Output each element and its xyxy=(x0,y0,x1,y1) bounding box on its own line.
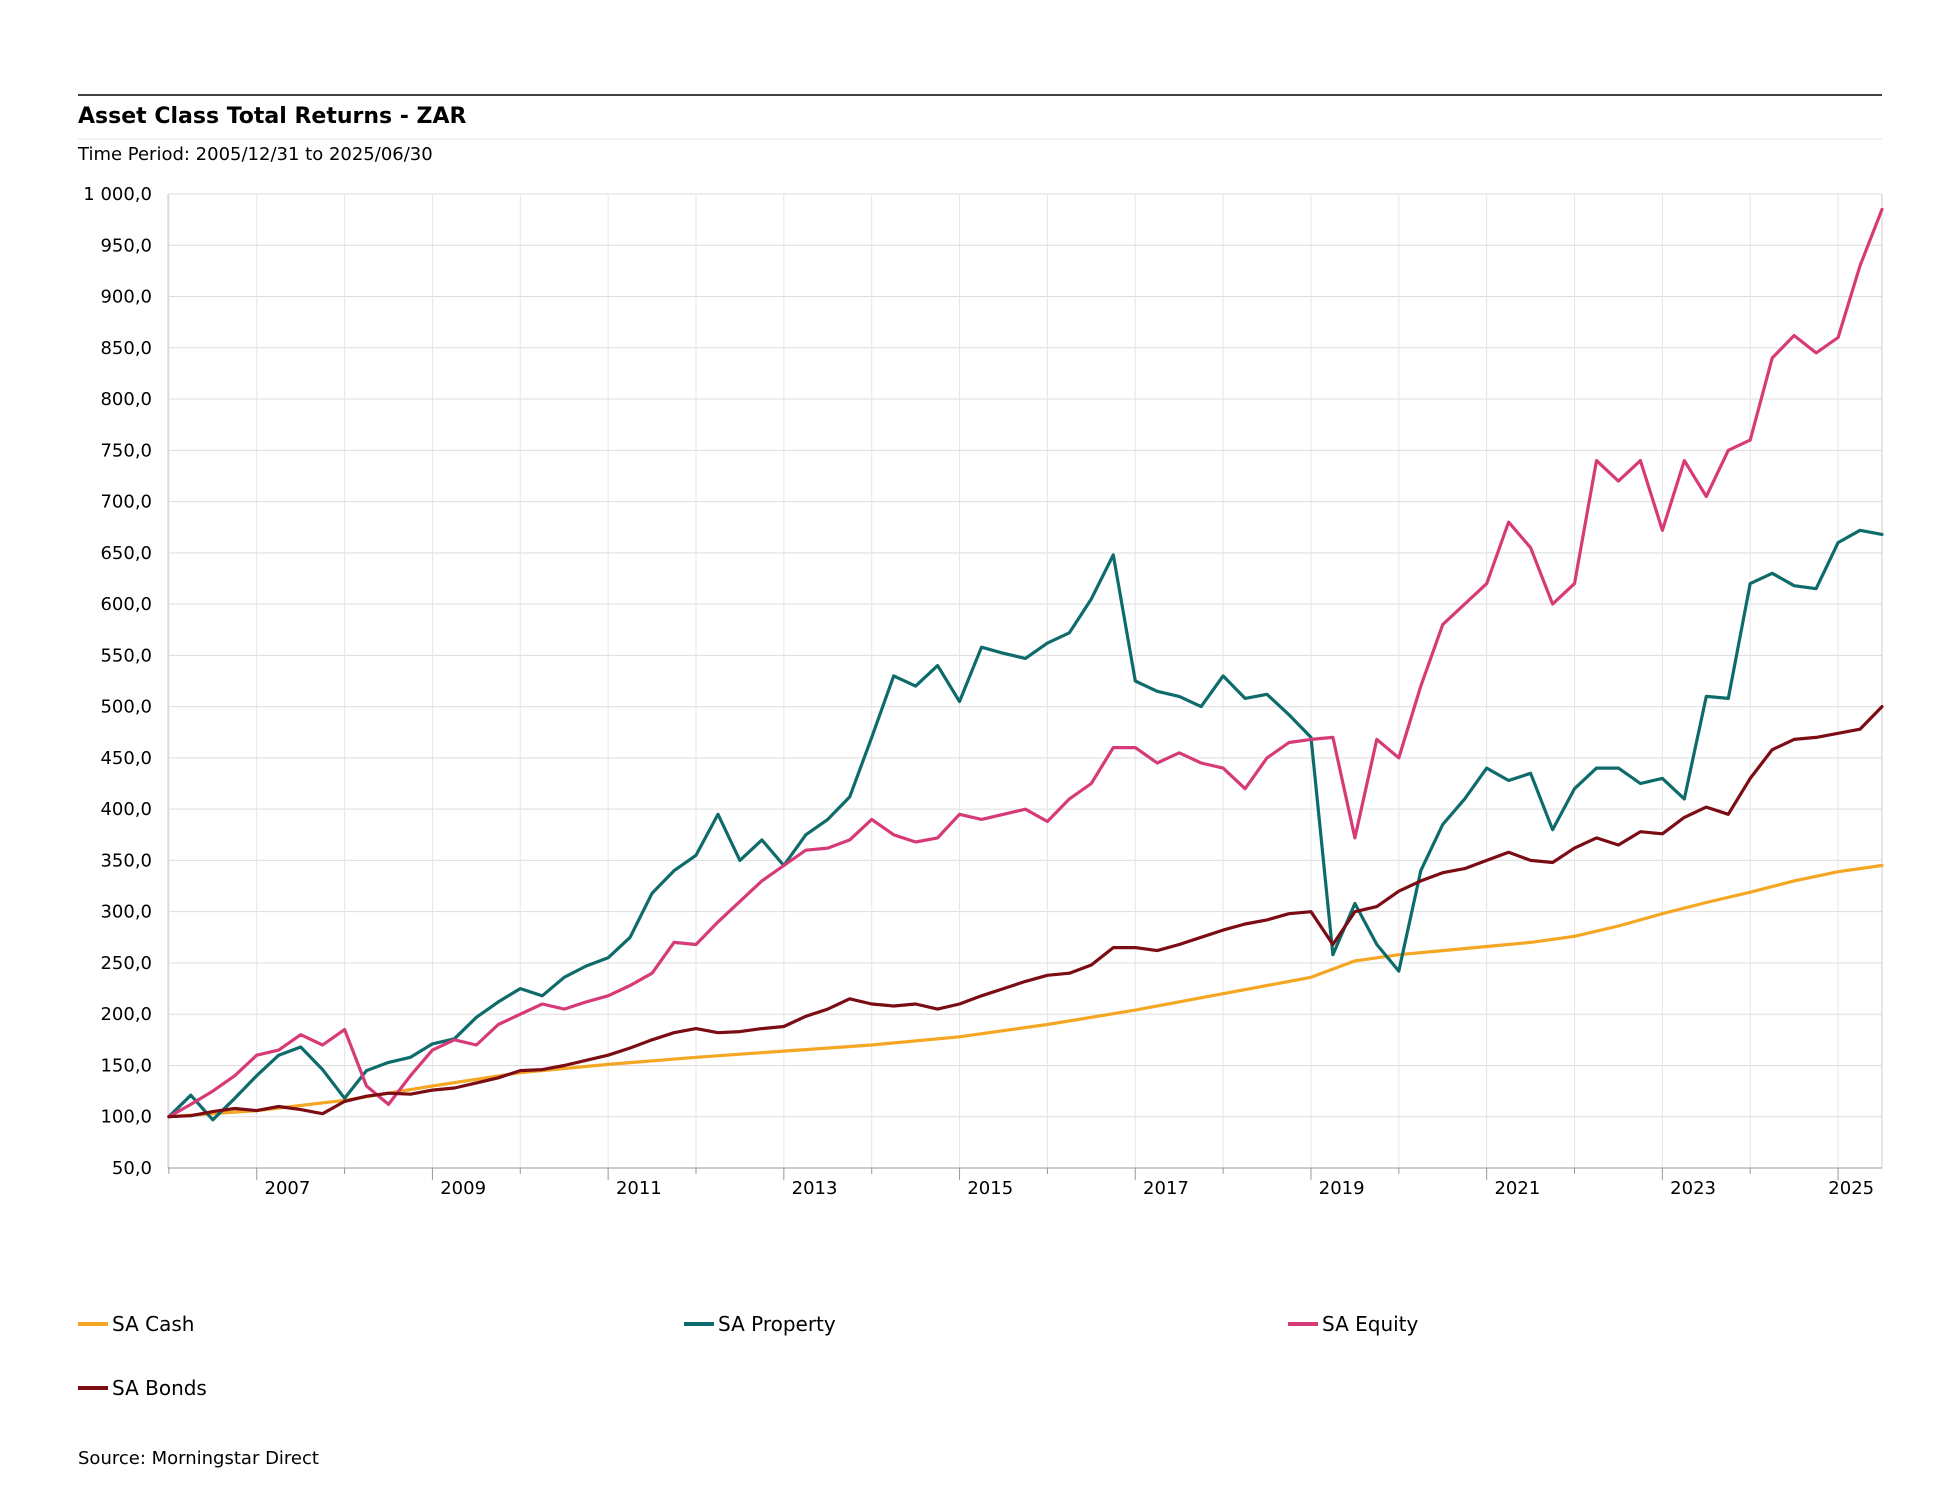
source-note: Source: Morningstar Direct xyxy=(78,1448,319,1469)
x-tick-label: 2015 xyxy=(967,1178,1013,1199)
legend-swatch-sa-bonds xyxy=(78,1386,108,1390)
x-tick-label: 2017 xyxy=(1143,1178,1189,1199)
x-tick-label: 2011 xyxy=(616,1178,662,1199)
y-tick-label: 600,0 xyxy=(100,594,152,615)
y-tick-label: 150,0 xyxy=(100,1055,152,1076)
x-tick-label: 2021 xyxy=(1494,1178,1540,1199)
y-tick-label: 900,0 xyxy=(100,287,152,308)
y-tick-label: 500,0 xyxy=(100,697,152,718)
series-line-sa-equity xyxy=(167,207,1884,1119)
legend-label-sa-equity: SA Equity xyxy=(1322,1312,1419,1336)
y-tick-label: 400,0 xyxy=(100,799,152,820)
chart-subtitle: Time Period: 2005/12/31 to 2025/06/30 xyxy=(77,144,433,165)
y-tick-label: 850,0 xyxy=(100,338,152,359)
y-tick-label: 300,0 xyxy=(100,902,152,923)
y-tick-label: 200,0 xyxy=(100,1004,152,1025)
y-tick-label: 950,0 xyxy=(100,235,152,256)
x-tick-label: 2025 xyxy=(1828,1178,1874,1199)
y-tick-label: 350,0 xyxy=(100,850,152,871)
legend-label-sa-bonds: SA Bonds xyxy=(112,1376,207,1400)
legend-item-sa-equity: SA Equity xyxy=(1288,1312,1418,1336)
x-tick-label: 2007 xyxy=(265,1178,311,1199)
y-tick-label: 650,0 xyxy=(100,543,152,564)
legend-swatch-sa-equity xyxy=(1288,1322,1318,1326)
legend-item-sa-cash: SA Cash xyxy=(78,1312,194,1336)
y-tick-label: 750,0 xyxy=(100,440,152,461)
series-line-sa-property xyxy=(167,528,1884,1122)
legend-swatch-sa-property xyxy=(684,1322,714,1326)
legend-label-sa-property: SA Property xyxy=(718,1312,836,1336)
chart-title: Asset Class Total Returns - ZAR xyxy=(78,104,467,129)
x-tick-label: 2013 xyxy=(792,1178,838,1199)
x-tick-label: 2009 xyxy=(440,1178,486,1199)
legend-item-sa-bonds: SA Bonds xyxy=(78,1376,207,1400)
y-tick-label: 1 000,0 xyxy=(83,184,152,205)
series-line-sa-bonds xyxy=(167,704,1884,1119)
y-tick-label: 550,0 xyxy=(100,645,152,666)
y-tick-label: 700,0 xyxy=(100,492,152,513)
x-tick-label: 2023 xyxy=(1670,1178,1716,1199)
y-tick-label: 800,0 xyxy=(100,389,152,410)
series-line-sa-cash xyxy=(167,863,1884,1119)
y-tick-label: 250,0 xyxy=(100,953,152,974)
legend-swatch-sa-cash xyxy=(78,1322,108,1326)
y-tick-label: 100,0 xyxy=(100,1107,152,1128)
legend-label-sa-cash: SA Cash xyxy=(112,1312,195,1336)
y-tick-label: 450,0 xyxy=(100,748,152,769)
legend-item-sa-property: SA Property xyxy=(684,1312,836,1336)
x-tick-label: 2019 xyxy=(1319,1178,1365,1199)
y-tick-label: 50,0 xyxy=(112,1158,152,1179)
